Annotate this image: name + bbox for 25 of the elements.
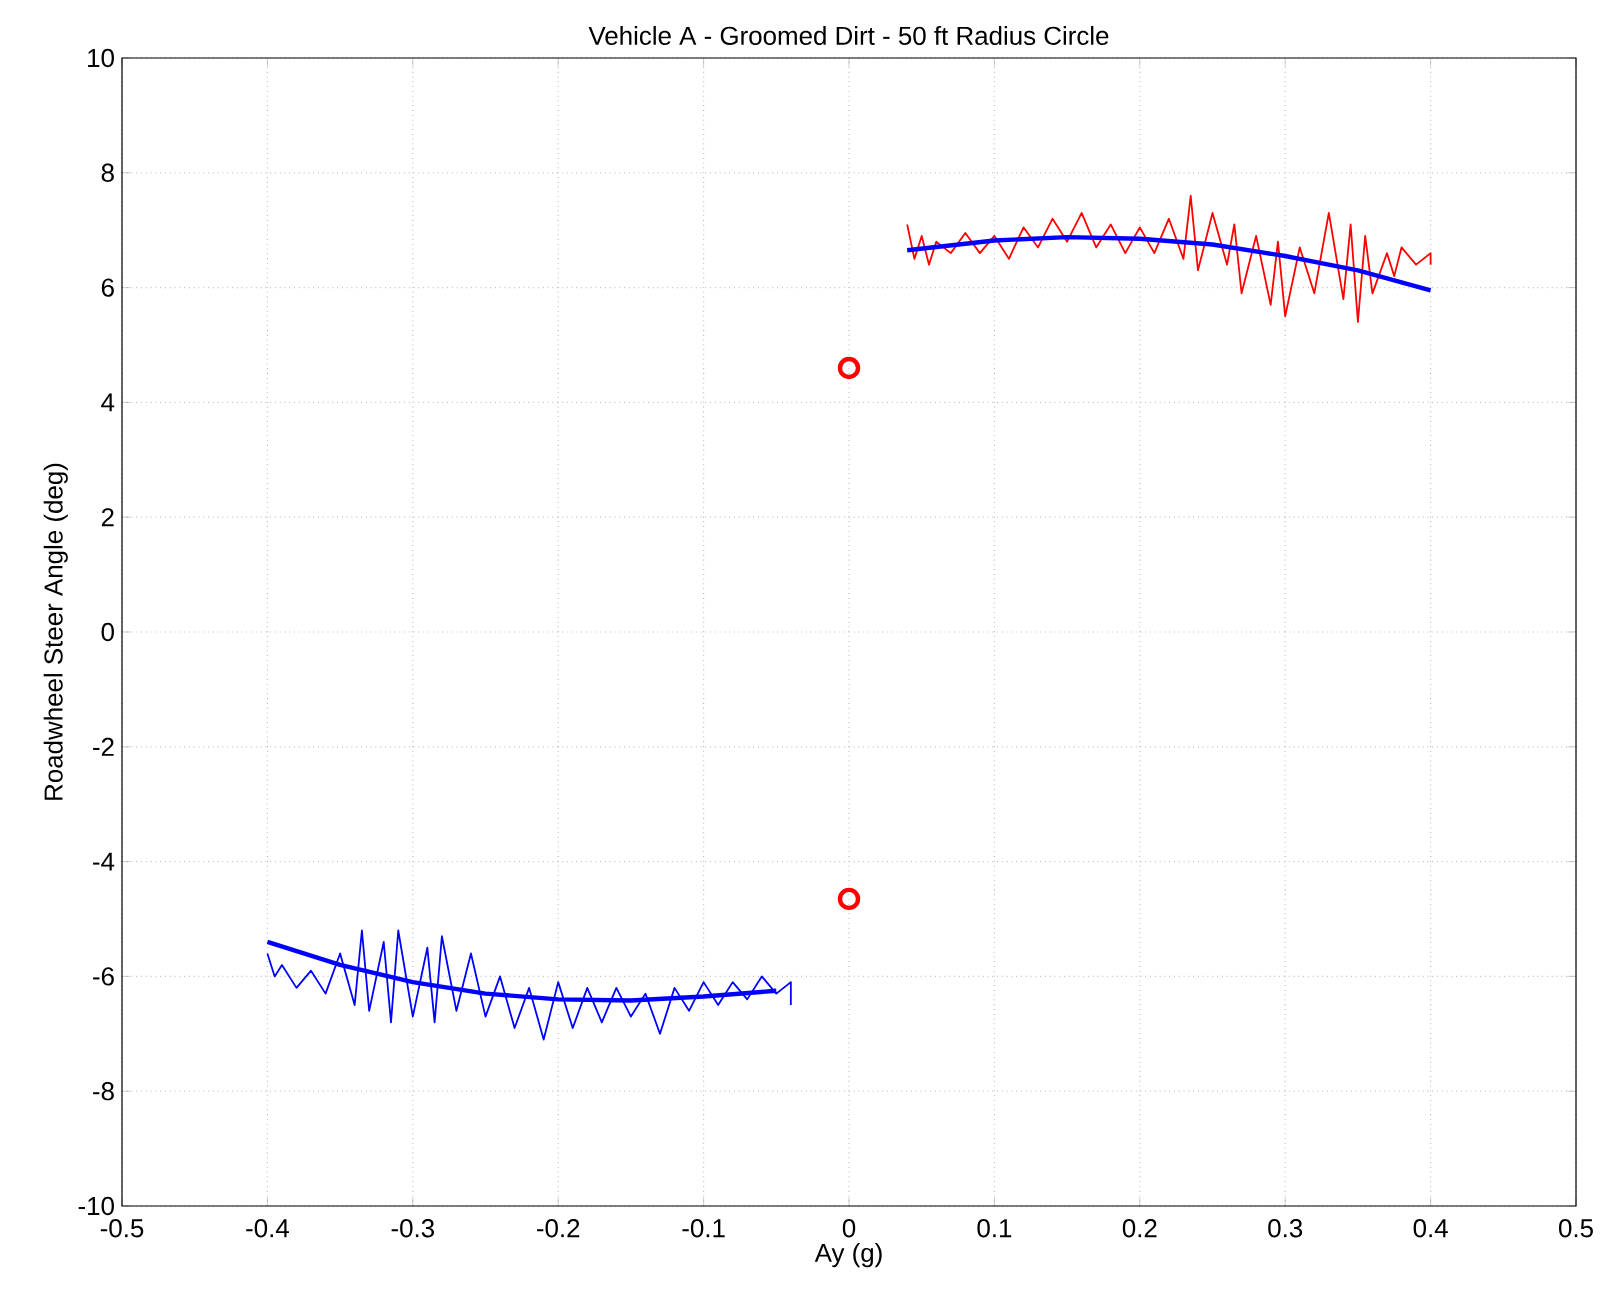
x-tick-label: -0.1 [682,1219,725,1238]
y-tick-label: 10 [88,48,114,68]
x-tick-label: 0.2 [1122,1219,1157,1238]
x-tick-label: 0.3 [1268,1219,1303,1238]
y-tick-label: -6 [93,967,114,986]
x-tick-label: 0.5 [1559,1219,1593,1238]
y-axis-title: Roadwheel Steer Angle (deg) [43,463,68,800]
x-tick-label: -0.2 [537,1219,580,1238]
y-tick-label: 8 [101,163,114,182]
y-tick-label: 2 [101,508,114,527]
y-tick-label: 0 [101,622,114,642]
x-tick-label: -0.4 [246,1219,289,1238]
y-tick-label: 6 [101,278,114,297]
y-tick-label: 4 [101,393,115,412]
y-tick-label: -4 [93,852,115,871]
x-tick-label: 0.1 [977,1219,1012,1238]
x-tick-label: -0.3 [391,1219,434,1238]
y-tick-label: -2 [93,737,114,756]
x-tick-label: -0.5 [100,1219,144,1238]
x-tick-label: 0.4 [1413,1219,1448,1238]
chart-title: Vehicle A - Groomed Dirt - 50 ft Radius Circle [588,25,1109,45]
y-tick-label: -8 [93,1082,114,1101]
x-tick-label: 0 [842,1219,856,1238]
x-axis-title: Ay (g) [814,1243,882,1268]
y-tick-label: -10 [78,1196,114,1216]
